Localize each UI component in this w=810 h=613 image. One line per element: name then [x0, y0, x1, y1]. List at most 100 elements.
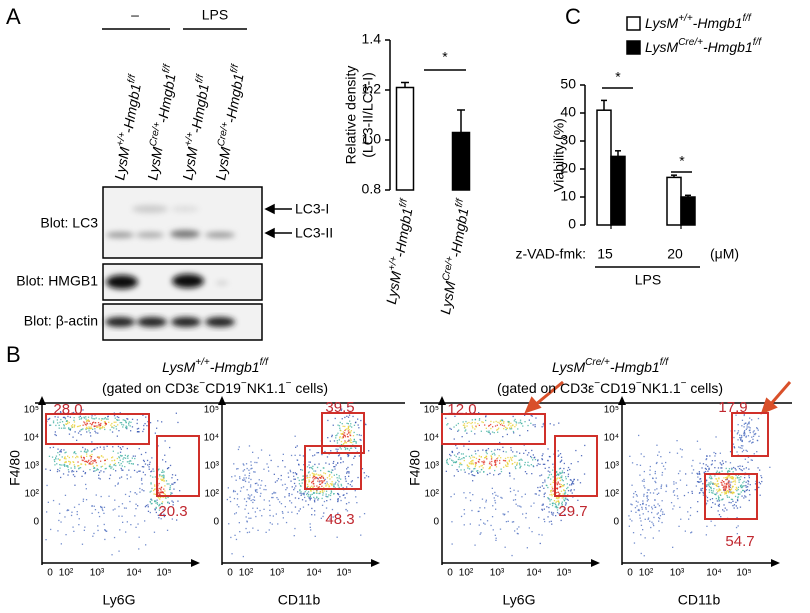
event-dot [707, 466, 708, 467]
event-dot [730, 462, 731, 463]
event-dot [333, 486, 334, 487]
event-dot [448, 464, 449, 465]
event-dot [711, 507, 712, 508]
event-dot [84, 530, 85, 531]
event-dot [639, 475, 640, 476]
event-dot [494, 497, 495, 498]
event-dot [92, 536, 93, 537]
event-dot [720, 453, 721, 454]
event-dot [748, 475, 749, 476]
event-dot [136, 494, 137, 495]
x-tick-label: 15 [597, 246, 613, 262]
event-dot [258, 484, 259, 485]
event-dot [529, 527, 530, 528]
event-dot [513, 431, 514, 432]
event-dot [340, 430, 341, 431]
event-dot [513, 490, 514, 491]
event-dot [122, 522, 123, 523]
event-dot [349, 434, 350, 435]
axis-arrow [618, 396, 626, 405]
event-dot [295, 506, 296, 507]
event-dot [736, 527, 737, 528]
significance-label: * [442, 49, 448, 65]
event-dot [325, 479, 326, 480]
event-dot [312, 466, 313, 467]
event-dot [672, 547, 673, 548]
event-dot [571, 480, 572, 481]
event-dot [725, 486, 726, 487]
event-dot [302, 482, 303, 483]
event-dot [518, 526, 519, 527]
blot-label: Blot: LC3 [40, 215, 98, 231]
event-dot [95, 422, 96, 423]
event-dot [248, 482, 249, 483]
event-dot [705, 471, 706, 472]
event-dot [513, 500, 514, 501]
event-dot [122, 503, 123, 504]
event-dot [534, 424, 535, 425]
event-dot [253, 471, 254, 472]
event-dot [525, 471, 526, 472]
x-tick-label: 0 [227, 568, 233, 579]
event-dot [277, 480, 278, 481]
event-dot [313, 475, 314, 476]
event-dot [658, 493, 659, 494]
event-dot [517, 505, 518, 506]
event-dot [257, 492, 258, 493]
event-dot [87, 462, 88, 463]
event-dot [110, 475, 111, 476]
event-dot [632, 462, 633, 463]
event-dot [67, 423, 68, 424]
event-dot [271, 460, 272, 461]
event-dot [493, 422, 494, 423]
band-arrows [266, 205, 292, 237]
event-dot [692, 493, 693, 494]
event-dot [469, 468, 470, 469]
event-dot [115, 465, 116, 466]
event-dot [496, 538, 497, 539]
event-dot [91, 456, 92, 457]
event-dot [316, 473, 317, 474]
event-dot [340, 459, 341, 460]
event-dot [531, 450, 532, 451]
event-dot [551, 490, 552, 491]
event-dot [308, 494, 309, 495]
event-dot [521, 423, 522, 424]
event-dot [61, 451, 62, 452]
event-dot [345, 449, 346, 450]
event-dot [498, 474, 499, 475]
event-dot [311, 486, 312, 487]
event-dot [87, 449, 88, 450]
event-dot [326, 507, 327, 508]
event-dot [514, 455, 515, 456]
x-tick-label: 0 [47, 568, 53, 579]
event-dot [104, 524, 105, 525]
event-dot [511, 450, 512, 451]
event-dot [348, 426, 349, 427]
event-dot [336, 464, 337, 465]
event-dot [343, 426, 344, 427]
event-dot [58, 520, 59, 521]
event-dot [84, 461, 85, 462]
event-dot [530, 423, 531, 424]
event-dot [319, 475, 320, 476]
event-dot [341, 485, 342, 486]
event-dot [67, 421, 68, 422]
event-dot [293, 479, 294, 480]
event-dot [551, 494, 552, 495]
event-dot [357, 477, 358, 478]
event-dot [542, 459, 543, 460]
event-dot [156, 507, 157, 508]
event-dot [653, 517, 654, 518]
event-dot [106, 418, 107, 419]
event-dot [544, 464, 545, 465]
event-dot [89, 455, 90, 456]
event-dot [495, 463, 496, 464]
event-dot [325, 483, 326, 484]
event-dot [316, 493, 317, 494]
event-dot [659, 505, 660, 506]
event-dot [316, 490, 317, 491]
event-dot [662, 472, 663, 473]
event-dot [629, 456, 630, 457]
event-dot [91, 451, 92, 452]
